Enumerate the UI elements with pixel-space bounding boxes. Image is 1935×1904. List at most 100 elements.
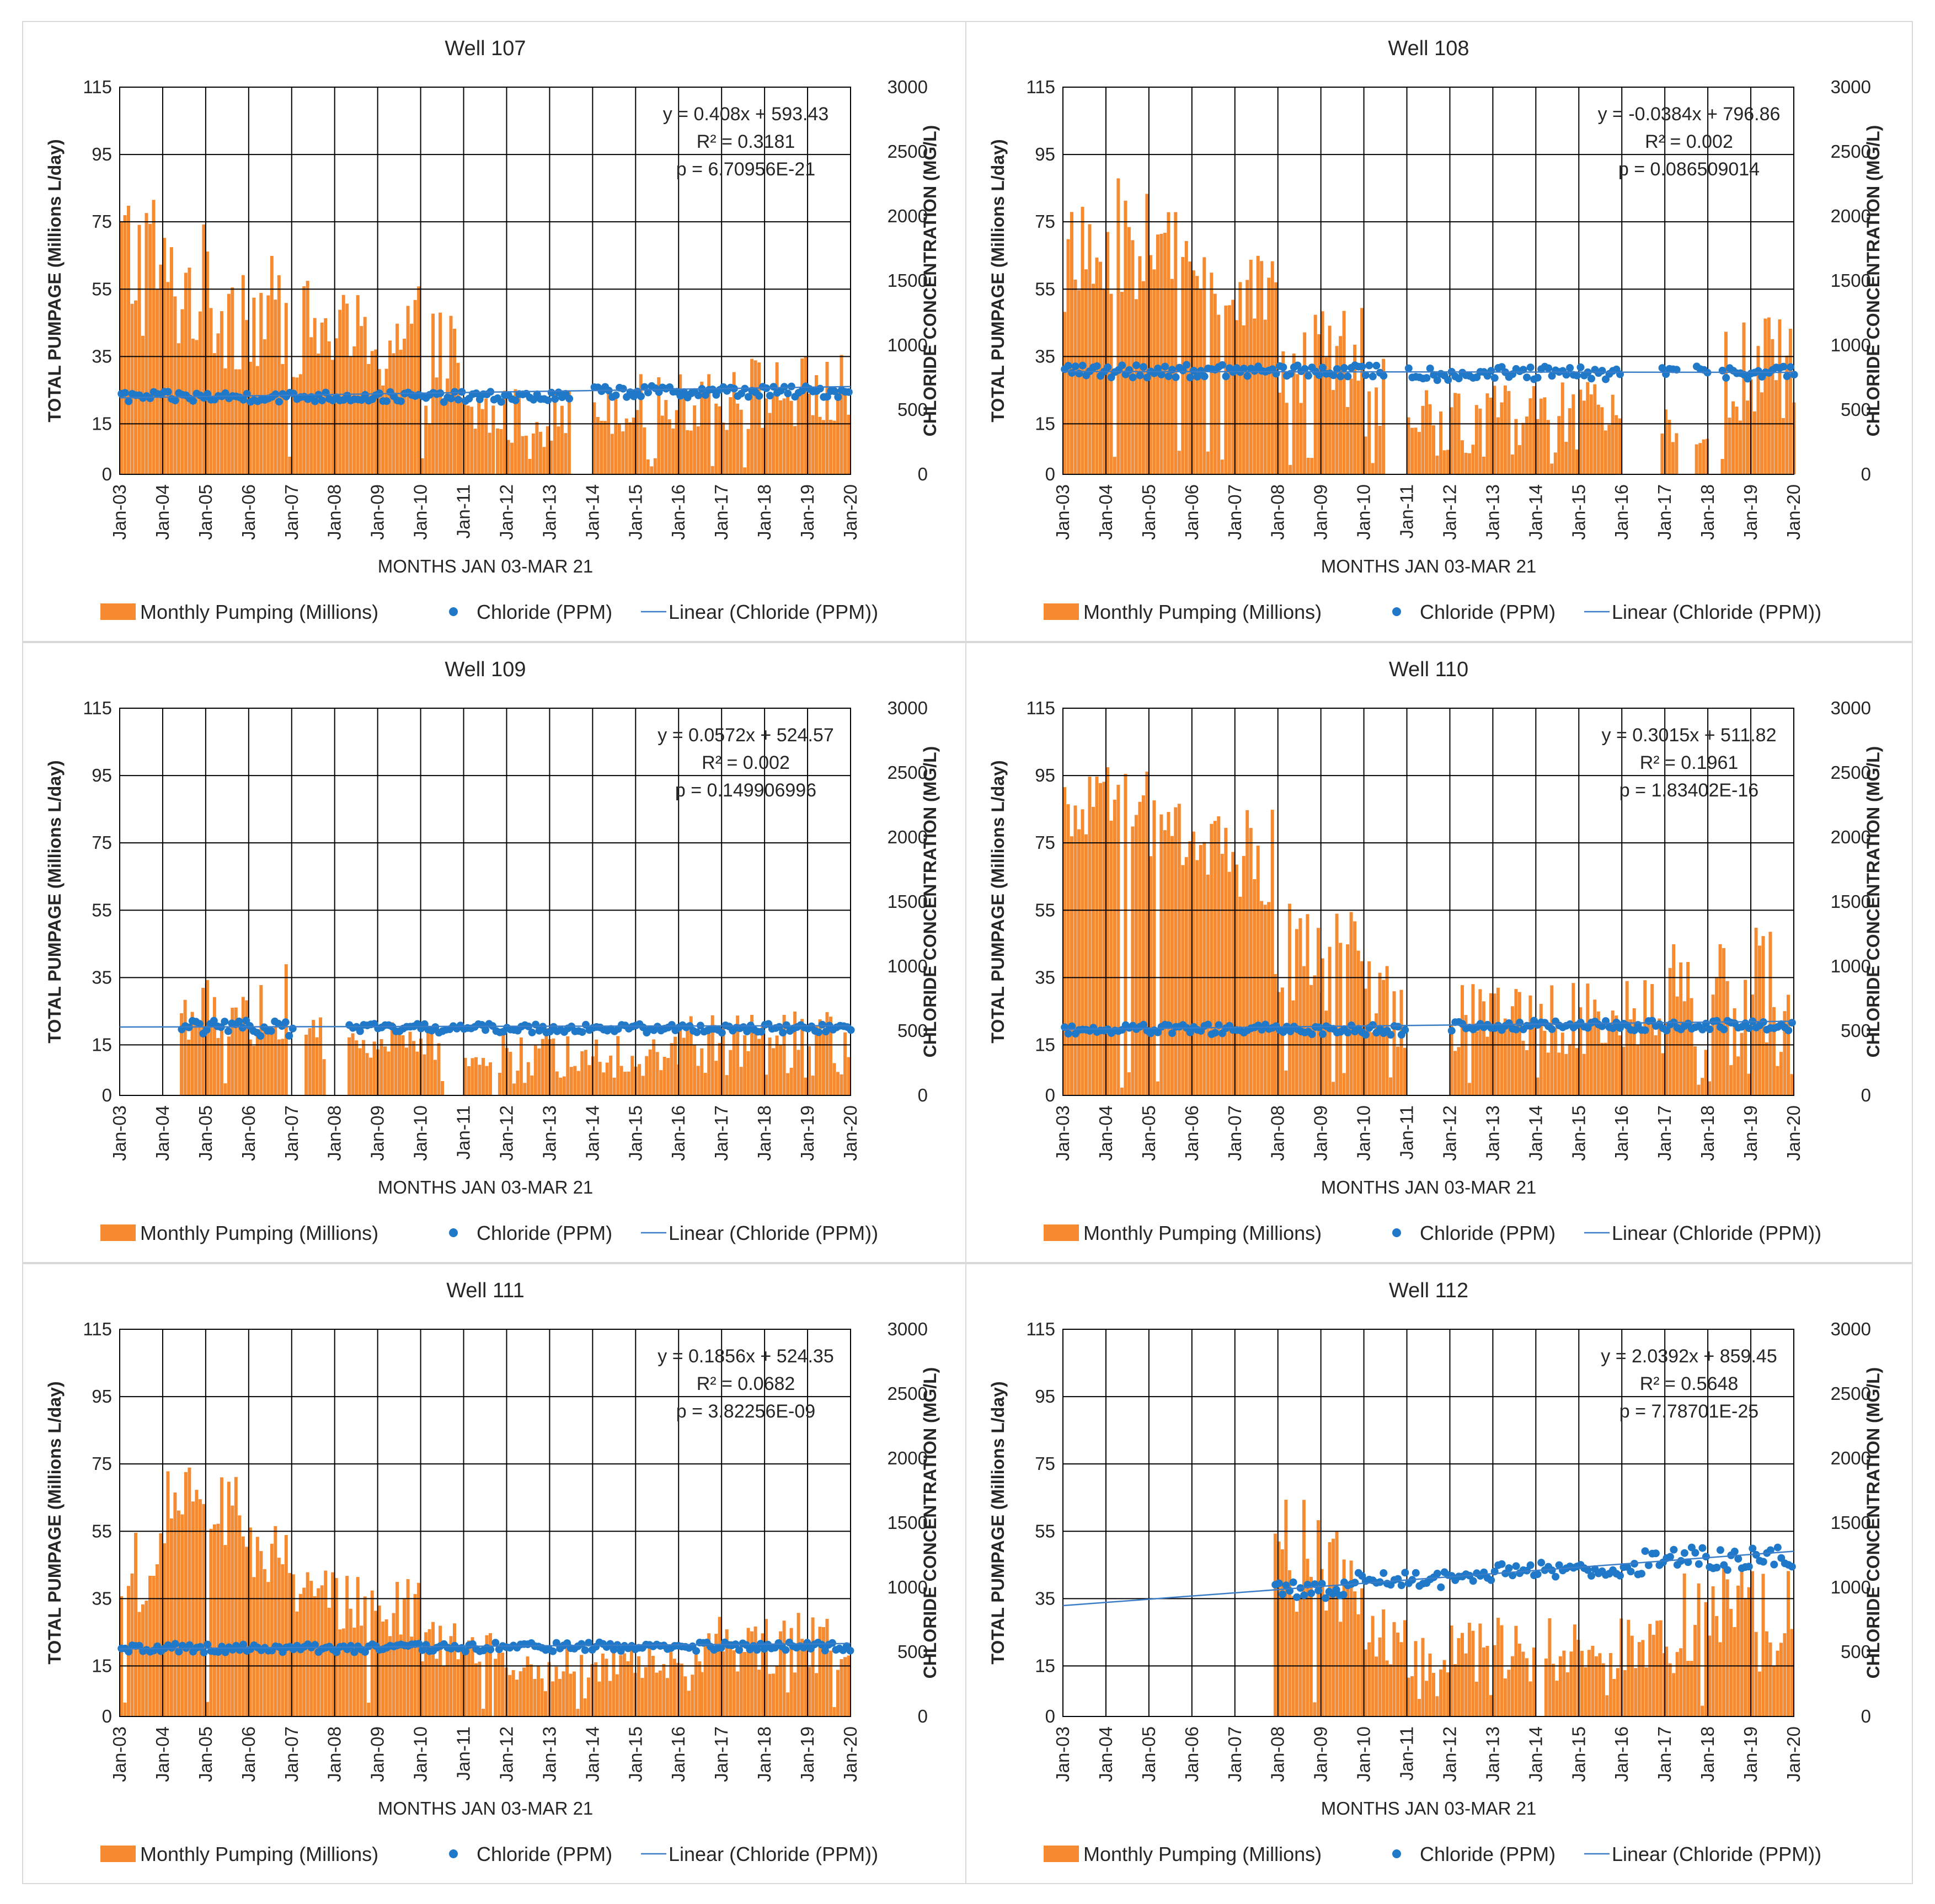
pumping-bar	[498, 1073, 501, 1095]
pumping-bar	[743, 467, 747, 474]
pumping-bar	[1725, 981, 1729, 1095]
pumping-bar	[424, 1632, 428, 1716]
chloride-point	[267, 1027, 275, 1035]
pumping-bar	[426, 1032, 430, 1095]
pumping-bar	[843, 1032, 847, 1095]
pumping-bar	[815, 1025, 818, 1095]
pumping-bar	[1553, 452, 1557, 474]
pumping-bar	[761, 1024, 765, 1095]
pumping-bar	[1623, 1670, 1627, 1716]
pumping-bar	[1206, 874, 1210, 1095]
well-110-title: Well 110	[1389, 658, 1468, 681]
pumping-bar	[1249, 828, 1253, 1095]
pumping-bar	[1170, 836, 1174, 1095]
pumping-bar	[775, 1035, 779, 1095]
pumping-bar	[412, 1041, 415, 1095]
chloride-point	[195, 1020, 204, 1028]
chloride-point	[1609, 1024, 1617, 1033]
pumping-bar	[718, 1042, 721, 1095]
well-107-title: Well 107	[445, 37, 526, 60]
pumping-bar	[665, 1678, 669, 1716]
pumping-bar	[1724, 331, 1728, 474]
x-tick-label: Jan-03	[1052, 1105, 1073, 1161]
chloride-point	[1433, 1569, 1441, 1577]
chloride-point	[1433, 376, 1441, 384]
pumping-bar	[1306, 458, 1310, 474]
pumping-bar	[377, 369, 381, 474]
pumping-bar	[1346, 1586, 1350, 1716]
pumping-bar	[772, 395, 776, 474]
pumping-bar	[768, 1037, 772, 1095]
pumping-bar	[471, 1058, 474, 1095]
pumping-bar	[1521, 1040, 1525, 1095]
pumping-bar	[1124, 774, 1127, 1095]
chloride-point	[1093, 362, 1101, 370]
pumping-bar	[1514, 1625, 1518, 1716]
chloride-point	[693, 1028, 701, 1036]
pumping-bar	[584, 1050, 587, 1095]
pumping-bar	[1145, 194, 1149, 474]
pumping-bar	[1256, 846, 1260, 1095]
pumping-bar	[195, 340, 199, 474]
pumping-bar	[1457, 393, 1461, 474]
pumping-bar	[535, 422, 539, 474]
legend-bar-swatch	[1044, 1224, 1079, 1241]
pumping-bar	[1675, 996, 1679, 1095]
pumping-bar	[159, 1533, 163, 1716]
x-tick-label: Jan-14	[1525, 1726, 1546, 1782]
x-tick-label: Jan-14	[582, 484, 602, 540]
pumping-bar	[526, 1656, 530, 1716]
pumping-bar	[662, 1057, 666, 1095]
pumping-bar	[686, 1030, 689, 1095]
pumping-bar	[664, 400, 668, 474]
x-tick-label: Jan-11	[1397, 1105, 1417, 1159]
pumping-bar	[602, 1072, 606, 1095]
pumping-bar	[622, 1653, 626, 1716]
pumping-bar	[173, 1492, 177, 1716]
x-tick-label: Jan-16	[668, 484, 688, 540]
pumping-bar	[306, 281, 309, 474]
x-tick-label: Jan-10	[410, 484, 431, 540]
chloride-point	[1698, 1544, 1707, 1552]
chloride-point	[1730, 1547, 1739, 1555]
chloride-point	[1509, 1571, 1517, 1580]
pumping-bar	[1105, 767, 1109, 1095]
pumping-bar	[1608, 1653, 1612, 1716]
legend-bar-swatch	[1044, 1846, 1079, 1862]
pumping-bar	[768, 1673, 772, 1716]
pumping-bar	[508, 1675, 512, 1716]
well-112-legend: Monthly Pumping (Millions) Chloride (PPM)…	[1044, 1843, 1821, 1865]
y-right-tick-label: 1500	[1831, 1512, 1871, 1533]
pumping-bar	[1589, 1018, 1593, 1095]
pumping-bar	[1134, 815, 1138, 1095]
pumping-bar	[691, 1675, 694, 1716]
pumping-bar	[1553, 1028, 1557, 1095]
well-110-panel: Well 110 115 95 75 55 35 15 0 3000 2500 2000 1500 10…	[965, 642, 1913, 1263]
well-109-plot-frame	[119, 708, 851, 1096]
chloride-point	[1423, 374, 1431, 382]
well-110-chart: Well 11011595755535150300025002000150010…	[988, 658, 1883, 1244]
pumping-bar	[836, 1670, 840, 1716]
pumping-bar	[1298, 918, 1302, 1095]
pumping-bar	[1418, 432, 1421, 474]
y-right-tick-label: 1000	[888, 1577, 928, 1597]
pumping-bar	[718, 1617, 721, 1716]
pumping-bar	[1569, 1651, 1573, 1716]
pumping-bar	[1736, 1056, 1740, 1095]
pumping-bar	[1767, 317, 1771, 474]
pumping-bar	[1722, 1565, 1726, 1716]
pumping-bar	[1573, 1624, 1576, 1716]
pumping-bar	[1493, 1645, 1496, 1716]
pumping-bar	[1627, 1619, 1631, 1716]
pumping-bar	[619, 1066, 623, 1095]
pumping-bar	[489, 1633, 492, 1716]
pumping-bar	[761, 427, 765, 474]
x-tick-label: Jan-09	[367, 1726, 388, 1782]
chloride-point	[637, 392, 645, 400]
pumping-bar	[818, 416, 822, 474]
y-right-tick-label: 1000	[888, 335, 928, 355]
pumping-bar	[700, 382, 704, 474]
x-tick-label: Jan-03	[109, 1105, 130, 1161]
pumping-bar	[1202, 257, 1206, 474]
y-left-tick-label: 15	[92, 1034, 112, 1055]
